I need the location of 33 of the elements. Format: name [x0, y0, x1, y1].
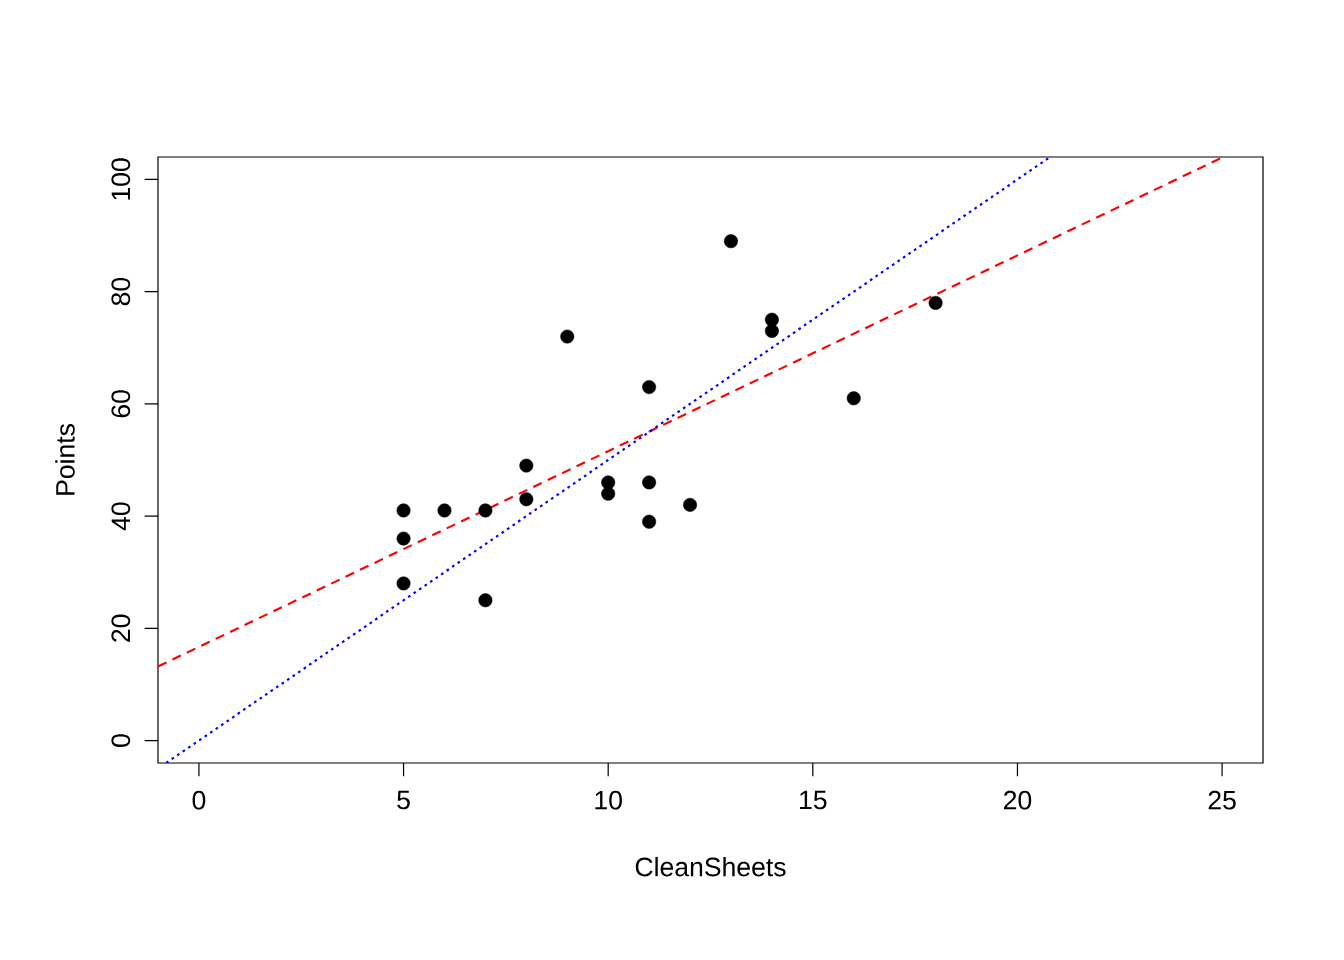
y-tick-label: 20 [111, 614, 131, 642]
x-tick-label: 5 [397, 790, 410, 810]
y-axis-title: Points [55, 424, 75, 495]
point [519, 492, 534, 507]
point [396, 576, 411, 591]
y-tick-label: 0 [111, 734, 131, 747]
point [601, 475, 616, 490]
point [846, 391, 861, 406]
point [642, 380, 657, 394]
point [478, 503, 493, 518]
point [396, 531, 411, 546]
point [764, 324, 779, 338]
point [724, 234, 738, 249]
point [683, 497, 697, 512]
x-tick-label: 15 [800, 790, 827, 810]
point [396, 503, 411, 518]
y-tick-label: 100 [111, 158, 131, 200]
y-tick-label: 60 [111, 390, 131, 418]
y-tick-label: 80 [111, 277, 131, 306]
point [519, 458, 534, 473]
point [928, 295, 943, 310]
x-tick-label: 20 [1004, 790, 1032, 810]
x-tick-label: 0 [192, 790, 206, 810]
point [560, 329, 575, 344]
point [601, 486, 616, 501]
x-tick-label: 25 [1208, 790, 1236, 810]
point [437, 503, 452, 518]
x-tick-label: 10 [595, 790, 622, 810]
point [642, 475, 657, 490]
point [478, 593, 493, 608]
y-tick-label: 40 [111, 502, 131, 531]
point [642, 514, 657, 529]
x-axis-title: CleanSheets [635, 856, 786, 877]
